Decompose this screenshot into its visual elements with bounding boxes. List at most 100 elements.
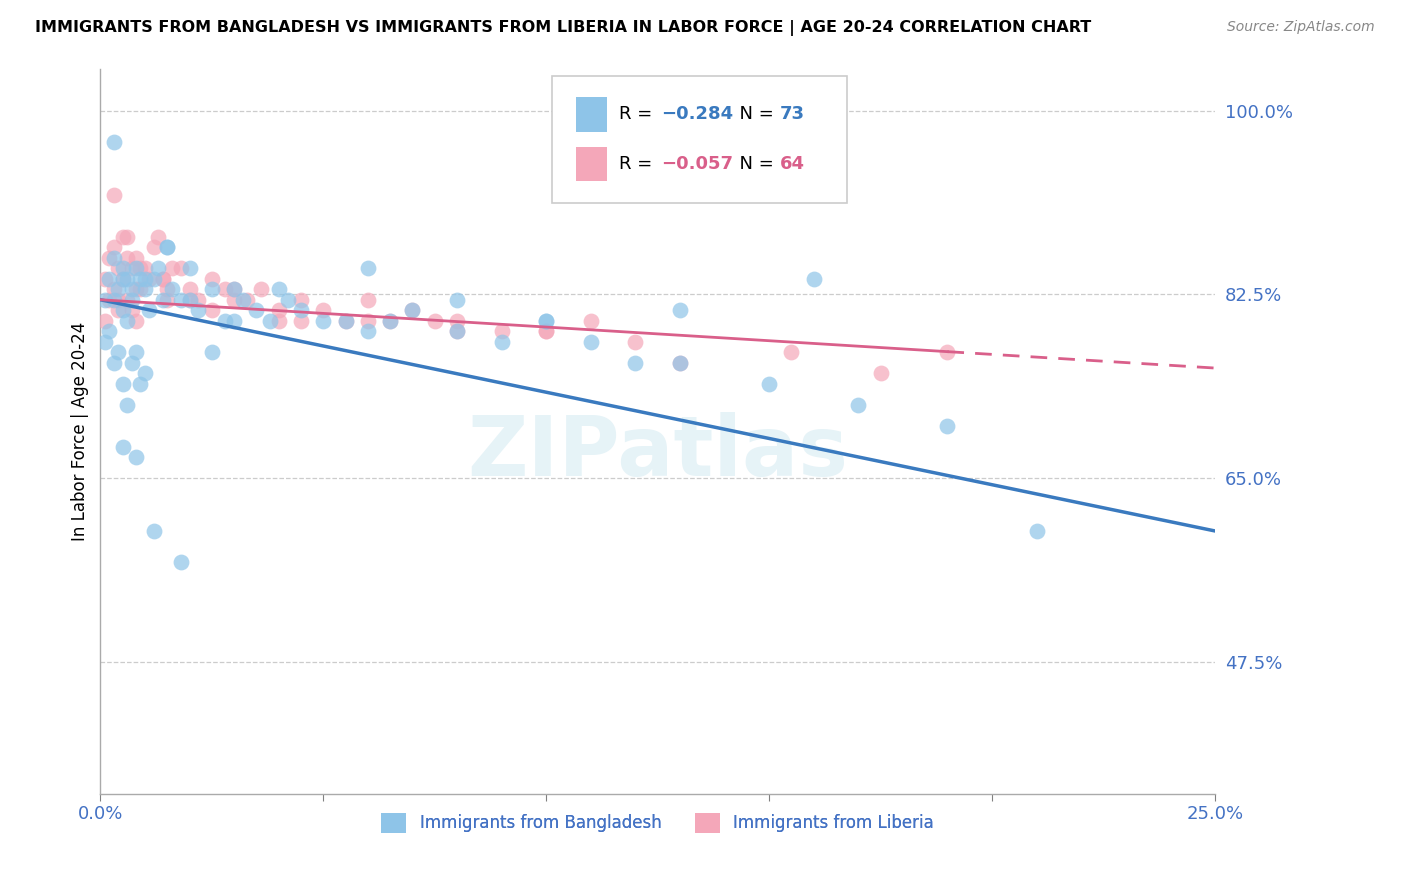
Point	[201, 271, 224, 285]
Point	[98, 271, 121, 285]
Point	[232, 293, 254, 307]
Point	[335, 314, 357, 328]
Point	[179, 282, 201, 296]
Point	[357, 261, 380, 276]
Point	[446, 293, 468, 307]
Point	[125, 314, 148, 328]
Point	[125, 261, 148, 276]
Point	[103, 282, 125, 296]
Point	[156, 240, 179, 254]
Point	[138, 303, 160, 318]
Point	[142, 524, 165, 538]
Point	[222, 282, 245, 296]
Point	[115, 398, 138, 412]
Point	[534, 314, 557, 328]
Point	[378, 314, 401, 328]
Text: 73: 73	[780, 105, 806, 123]
Point	[103, 293, 125, 307]
Point	[111, 376, 134, 391]
Point	[357, 314, 380, 328]
Point	[103, 251, 125, 265]
Point	[214, 314, 236, 328]
Point	[94, 314, 117, 328]
Point	[156, 293, 179, 307]
Point	[187, 293, 209, 307]
Point	[107, 345, 129, 359]
Point	[936, 418, 959, 433]
Point	[94, 293, 117, 307]
Point	[169, 293, 191, 307]
Point	[179, 293, 201, 307]
Point	[267, 282, 290, 296]
Text: Source: ZipAtlas.com: Source: ZipAtlas.com	[1227, 20, 1375, 34]
Point	[357, 324, 380, 338]
Point	[156, 240, 179, 254]
Point	[758, 376, 780, 391]
Point	[491, 324, 513, 338]
Point	[846, 398, 869, 412]
Point	[129, 376, 152, 391]
Point	[267, 314, 290, 328]
Point	[115, 314, 138, 328]
Point	[401, 303, 423, 318]
Point	[152, 271, 174, 285]
Point	[936, 345, 959, 359]
Point	[156, 282, 179, 296]
Point	[160, 261, 183, 276]
Point	[111, 271, 134, 285]
Point	[103, 356, 125, 370]
Point	[134, 261, 156, 276]
Point	[1025, 524, 1047, 538]
Point	[148, 229, 170, 244]
Point	[121, 261, 143, 276]
Point	[103, 187, 125, 202]
Point	[446, 324, 468, 338]
Point	[669, 303, 692, 318]
Point	[138, 271, 160, 285]
Point	[115, 229, 138, 244]
Point	[290, 293, 312, 307]
Point	[401, 303, 423, 318]
Text: −0.284: −0.284	[661, 105, 733, 123]
Point	[579, 314, 602, 328]
FancyBboxPatch shape	[576, 97, 607, 132]
Point	[780, 345, 803, 359]
Point	[148, 261, 170, 276]
Point	[277, 293, 299, 307]
Point	[121, 303, 143, 318]
Point	[115, 251, 138, 265]
Point	[169, 556, 191, 570]
Point	[534, 314, 557, 328]
Point	[134, 282, 156, 296]
Point	[267, 303, 290, 318]
Point	[115, 271, 138, 285]
Point	[94, 334, 117, 349]
Point	[129, 261, 152, 276]
Point	[107, 303, 129, 318]
Point	[134, 366, 156, 380]
Point	[142, 271, 165, 285]
Text: ZIPatlas: ZIPatlas	[467, 412, 848, 493]
Point	[803, 271, 825, 285]
Point	[160, 282, 183, 296]
Point	[179, 261, 201, 276]
FancyBboxPatch shape	[551, 76, 846, 202]
Text: −0.057: −0.057	[661, 155, 733, 173]
Point	[125, 345, 148, 359]
Point	[312, 314, 335, 328]
Point	[98, 324, 121, 338]
Point	[111, 261, 134, 276]
Point	[214, 282, 236, 296]
Point	[259, 314, 281, 328]
Point	[94, 271, 117, 285]
Point	[107, 282, 129, 296]
Point	[446, 314, 468, 328]
Point	[125, 251, 148, 265]
Point	[111, 440, 134, 454]
Point	[534, 324, 557, 338]
Text: IMMIGRANTS FROM BANGLADESH VS IMMIGRANTS FROM LIBERIA IN LABOR FORCE | AGE 20-24: IMMIGRANTS FROM BANGLADESH VS IMMIGRANTS…	[35, 20, 1091, 36]
Point	[222, 282, 245, 296]
Point	[534, 324, 557, 338]
Point	[179, 293, 201, 307]
Point	[129, 271, 152, 285]
